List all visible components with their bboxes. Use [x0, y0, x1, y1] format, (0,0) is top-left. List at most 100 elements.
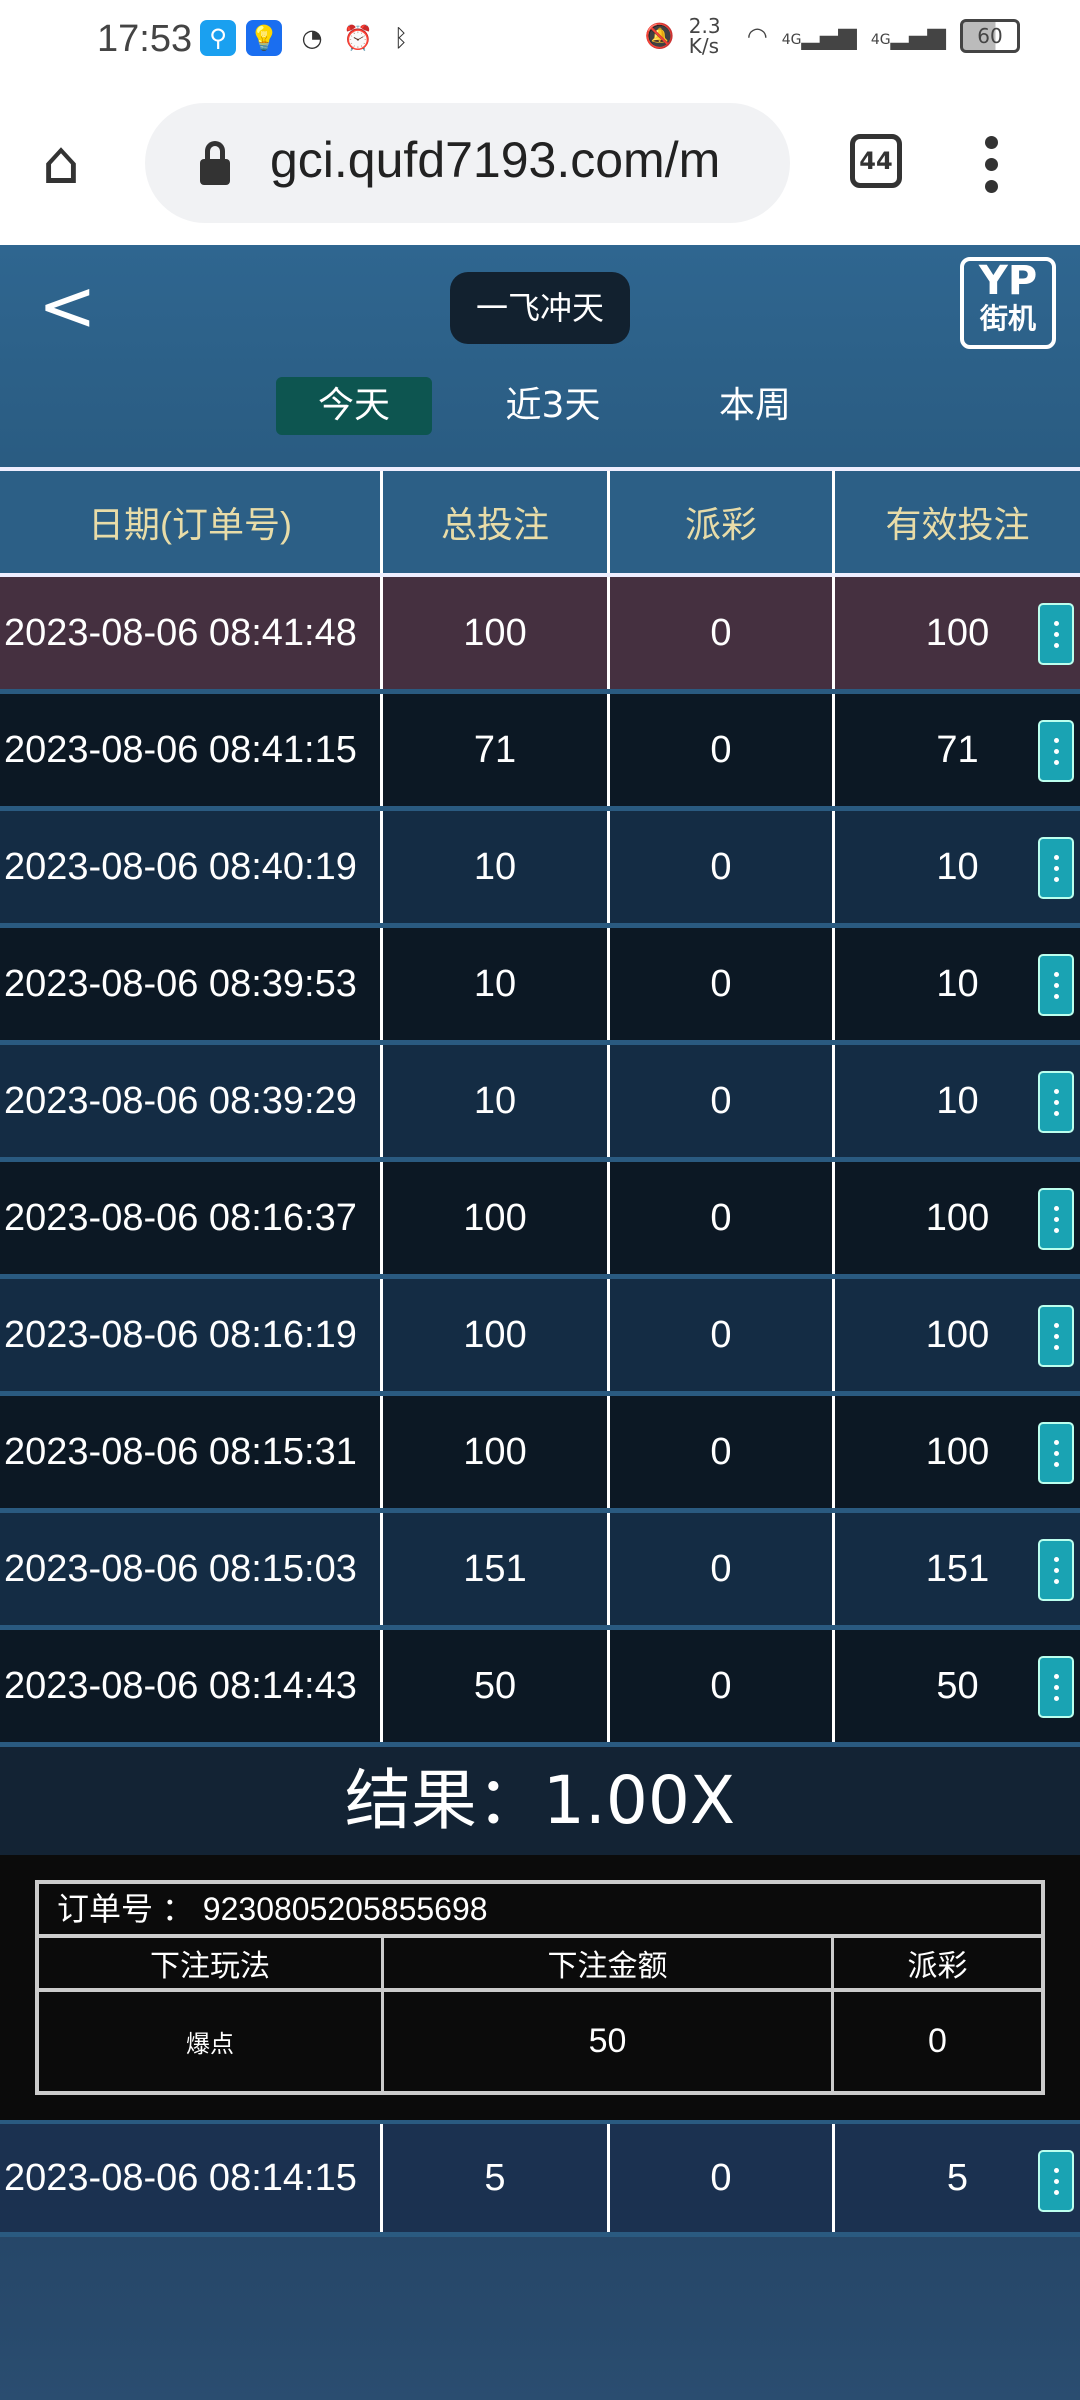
mute-icon: 🔕: [644, 22, 675, 50]
row-total-bet: 50: [383, 1630, 610, 1742]
tabs-button[interactable]: 44: [850, 134, 902, 188]
order-number: 订单号 ： 9230805205855698: [39, 1884, 1041, 1938]
address-bar[interactable]: gci.qufd7193.com/m: [145, 103, 790, 223]
row-date: 2023-08-06 08:15:31: [0, 1396, 383, 1508]
detail-play: 爆点: [39, 1992, 384, 2091]
row-valid-bet: 151: [925, 1547, 990, 1590]
row-valid-bet: 100: [925, 1430, 990, 1473]
row-payout: 0: [610, 694, 835, 806]
row-date: 2023-08-06 08:41:48: [0, 577, 383, 689]
wifi-icon: ◠: [746, 22, 768, 50]
row-valid-bet: 5: [946, 2156, 969, 2199]
row-payout: 0: [610, 577, 835, 689]
tab-3days[interactable]: 近3天: [505, 385, 601, 426]
detail-col-payout: 派彩: [907, 1949, 968, 1984]
row-valid-bet: 10: [936, 962, 979, 1005]
row-date: 2023-08-06 08:14:43: [0, 1630, 383, 1742]
detail-col-play: 下注玩法: [39, 1938, 384, 1988]
col-payout: 派彩: [610, 471, 835, 573]
row-total-bet: 151: [383, 1513, 610, 1625]
row-payout: 0: [610, 2124, 835, 2232]
row-payout: 0: [610, 928, 835, 1040]
row-total-bet: 10: [383, 1045, 610, 1157]
browser-toolbar: ⌂ gci.qufd7193.com/m 44: [0, 78, 1080, 245]
row-date: 2023-08-06 08:40:19: [0, 811, 383, 923]
table-row[interactable]: 2023-08-06 08:15:03 151 0 151: [0, 1513, 1080, 1630]
page-title: 一飞冲天: [450, 272, 630, 344]
row-total-bet: 100: [383, 577, 610, 689]
row-menu-icon[interactable]: [1038, 2150, 1074, 2212]
table-header: 日期(订单号) 总投注 派彩 有效投注: [0, 467, 1080, 577]
order-detail: 订单号 ： 9230805205855698 下注玩法 下注金额 派彩 爆点 5…: [0, 1855, 1080, 2120]
tab-today[interactable]: 今天: [276, 377, 432, 435]
row-payout: 0: [610, 1162, 835, 1274]
row-payout: 0: [610, 1630, 835, 1742]
row-date: 2023-08-06 08:16:37: [0, 1162, 383, 1274]
row-total-bet: 100: [383, 1162, 610, 1274]
url-text: gci.qufd7193.com/m: [270, 132, 721, 188]
row-payout: 0: [610, 1513, 835, 1625]
row-menu-icon[interactable]: [1038, 1188, 1074, 1250]
row-menu-icon[interactable]: [1038, 1305, 1074, 1367]
row-menu-icon[interactable]: [1038, 1422, 1074, 1484]
row-menu-icon[interactable]: [1038, 837, 1074, 899]
row-menu-icon[interactable]: [1038, 1656, 1074, 1718]
alarm-icon: ⏰: [343, 24, 373, 52]
signal-icon: 4G▂▄▆: [781, 22, 857, 50]
detail-amount: 50: [384, 1992, 834, 2091]
col-valid-bet: 有效投注: [885, 505, 1030, 546]
row-date: 2023-08-06 08:16:19: [0, 1279, 383, 1391]
signal-icon-2: 4G▂▄▆: [870, 22, 946, 50]
net-speed: 2.3 K/s: [688, 14, 721, 58]
table-row[interactable]: 2023-08-06 08:16:19 100 0 100: [0, 1279, 1080, 1396]
col-total-bet: 总投注: [383, 471, 610, 573]
row-payout: 0: [610, 1279, 835, 1391]
table-row[interactable]: 2023-08-06 08:39:53 10 0 10: [0, 928, 1080, 1045]
row-date: 2023-08-06 08:41:15: [0, 694, 383, 806]
table-row[interactable]: 2023-08-06 08:40:19 10 0 10: [0, 811, 1080, 928]
search-app-icon: ⚲: [200, 20, 236, 56]
tab-week[interactable]: 本周: [718, 385, 791, 426]
row-menu-icon[interactable]: [1038, 720, 1074, 782]
table-row[interactable]: 2023-08-06 08:14:15 5 0 5: [0, 2120, 1080, 2237]
more-menu-icon[interactable]: [985, 136, 1001, 202]
table-row[interactable]: 2023-08-06 08:39:29 10 0 10: [0, 1045, 1080, 1162]
row-valid-bet: 71: [936, 728, 979, 771]
row-valid-bet: 10: [936, 1079, 979, 1122]
row-menu-icon[interactable]: [1038, 1071, 1074, 1133]
row-menu-icon[interactable]: [1038, 954, 1074, 1016]
row-menu-icon[interactable]: [1038, 603, 1074, 665]
table-row[interactable]: 2023-08-06 08:41:15 71 0 71: [0, 694, 1080, 811]
row-valid-bet: 100: [925, 611, 990, 654]
row-valid-bet: 100: [925, 1313, 990, 1356]
table-row[interactable]: 2023-08-06 08:14:43 50 0 50: [0, 1630, 1080, 1747]
back-icon[interactable]: <: [38, 265, 97, 347]
detail-payout: 0: [928, 2022, 947, 2060]
yp-logo: YP 街机: [960, 257, 1056, 349]
detail-col-amount: 下注金额: [384, 1938, 834, 1988]
speed-icon: ◔: [301, 24, 323, 52]
battery-icon: 60: [960, 19, 1020, 53]
game-history-page: < 一飞冲天 YP 街机 今天 近3天 本周 日期(订单号) 总投注 派彩 有效投…: [0, 245, 1080, 2400]
row-date: 2023-08-06 08:39:53: [0, 928, 383, 1040]
row-total-bet: 10: [383, 811, 610, 923]
row-valid-bet: 10: [936, 845, 979, 888]
row-total-bet: 100: [383, 1396, 610, 1508]
row-total-bet: 100: [383, 1279, 610, 1391]
row-menu-icon[interactable]: [1038, 1539, 1074, 1601]
row-total-bet: 5: [383, 2124, 610, 2232]
row-total-bet: 10: [383, 928, 610, 1040]
bulb-app-icon: 💡: [246, 20, 282, 56]
row-valid-bet: 50: [936, 1664, 979, 1707]
bluetooth-icon: ᛒ: [393, 24, 409, 52]
table-row[interactable]: 2023-08-06 08:16:37 100 0 100: [0, 1162, 1080, 1279]
home-icon[interactable]: ⌂: [42, 128, 81, 198]
row-date: 2023-08-06 08:15:03: [0, 1513, 383, 1625]
row-total-bet: 71: [383, 694, 610, 806]
row-date: 2023-08-06 08:14:15: [0, 2124, 383, 2232]
table-row[interactable]: 2023-08-06 08:41:48 100 0 100: [0, 577, 1080, 694]
lock-icon: [200, 141, 230, 185]
table-row[interactable]: 2023-08-06 08:15:31 100 0 100: [0, 1396, 1080, 1513]
row-payout: 0: [610, 1396, 835, 1508]
row-payout: 0: [610, 811, 835, 923]
